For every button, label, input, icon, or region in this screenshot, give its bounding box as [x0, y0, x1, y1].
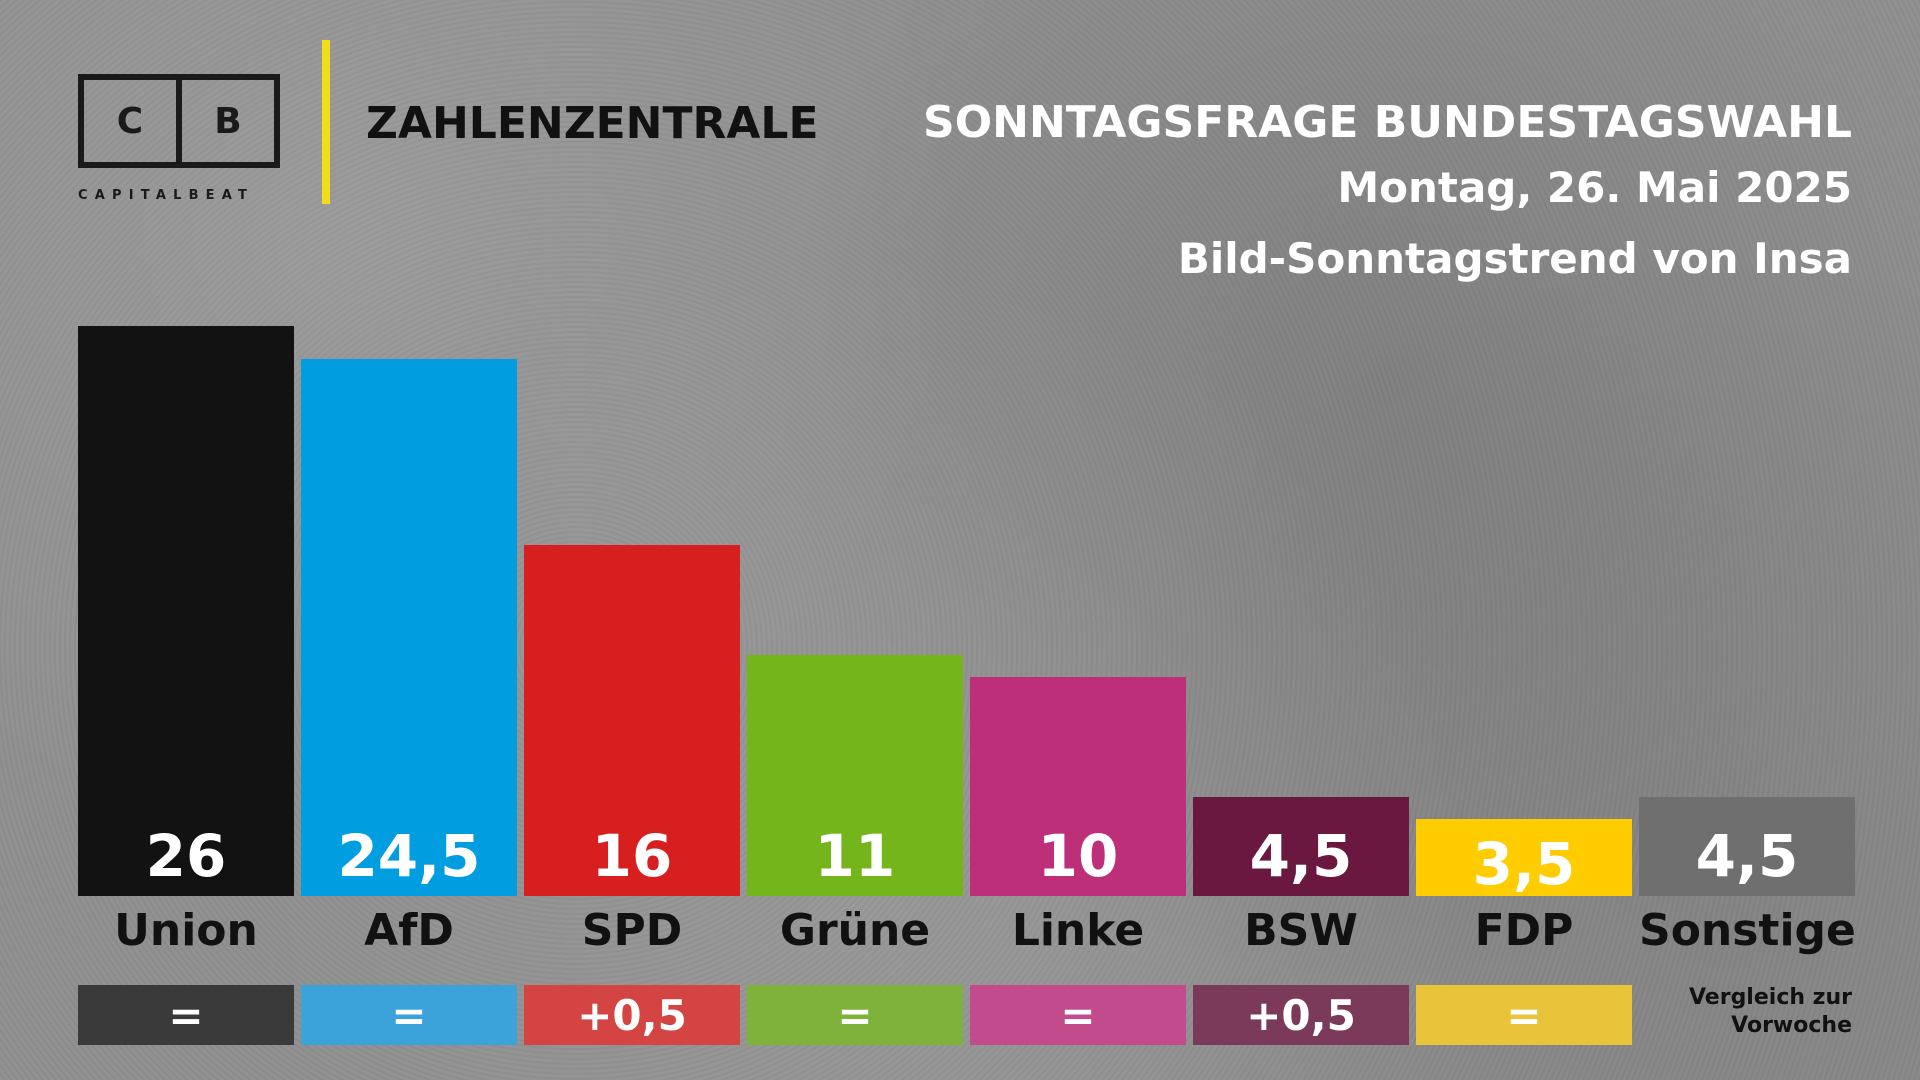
bar-spd: 16 [524, 545, 740, 896]
change-badge: = [301, 985, 517, 1045]
category-label: Union [114, 905, 258, 956]
bar-bsw: 4,5 [1193, 797, 1409, 896]
chart-date: Montag, 26. Mai 2025 [1337, 163, 1852, 212]
chart-title-block: SONNTAGSFRAGE BUNDESTAGSWAHL Montag, 26.… [923, 94, 1852, 294]
comparison-note-line-1: Vergleich zur [1688, 985, 1852, 1010]
change-badge: = [747, 985, 963, 1045]
bar-afd: 24,5 [301, 358, 517, 896]
change-badge: = [970, 985, 1186, 1045]
logo-letter-b: B [176, 80, 274, 162]
category-label: AfD [364, 905, 454, 956]
data-label: 10 [1037, 821, 1119, 890]
data-label: 26 [145, 822, 227, 890]
logo-subtitle: CAPITALBEAT [78, 188, 255, 203]
bar-linke: 10 [970, 676, 1186, 896]
logo-letter-c: C [116, 100, 144, 142]
data-label: 4,5 [1249, 821, 1353, 890]
comparison-note: Vergleich zur Vorwoche [1689, 984, 1852, 1040]
chart-source: Bild-Sonntagstrend von Insa [1177, 234, 1852, 283]
bar-grüne: 11 [747, 654, 963, 896]
change-badge: +0,5 [1193, 985, 1409, 1045]
category-label: Sonstige [1639, 905, 1856, 956]
data-label: 16 [591, 821, 673, 890]
brand-title: ZAHLENZENTRALE [366, 98, 819, 149]
change-badge: +0,5 [524, 985, 740, 1045]
category-label: FDP [1474, 905, 1574, 956]
comparison-note-line-2: Vorwoche [1731, 1013, 1852, 1038]
change-badge: = [78, 985, 294, 1045]
category-label: SPD [581, 905, 683, 956]
data-label: 24,5 [337, 821, 481, 890]
logo: C B [78, 74, 280, 168]
bar-fdp: 3,5 [1416, 819, 1632, 896]
chart-title: SONNTAGSFRAGE BUNDESTAGSWAHL [923, 97, 1852, 148]
category-label: BSW [1244, 905, 1358, 956]
bar-union: 26 [78, 326, 294, 896]
data-label: 11 [814, 821, 896, 890]
data-label: 4,5 [1695, 821, 1799, 890]
category-label: Grüne [779, 905, 931, 956]
data-label: 3,5 [1472, 829, 1576, 898]
bar-sonstige: 4,5 [1639, 797, 1855, 896]
yellow-divider [322, 40, 330, 204]
category-label: Linke [1011, 905, 1145, 956]
change-badge: = [1416, 985, 1632, 1045]
